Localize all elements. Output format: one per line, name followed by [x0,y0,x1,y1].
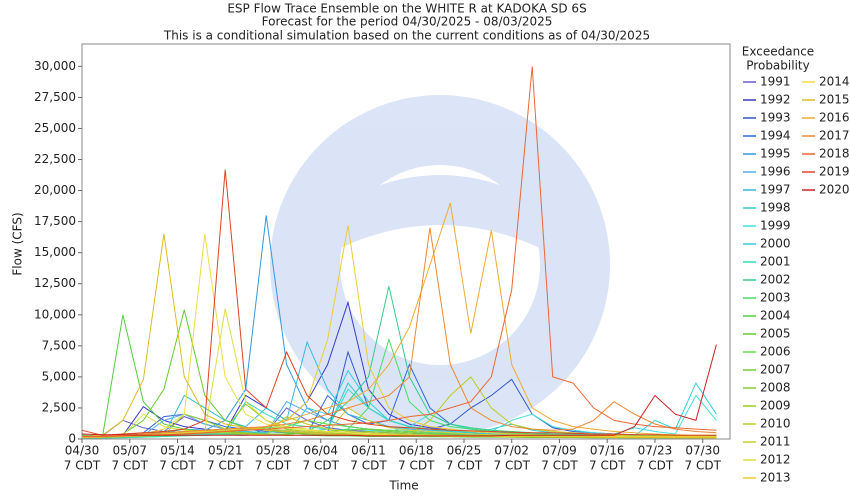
legend-label: 1995 [760,147,791,161]
x-tick-label: 07/09 [542,444,577,458]
x-tick-time: 7 CDT [303,459,340,473]
chart-subtitle: Forecast for the period 04/30/2025 - 08/… [262,15,553,29]
legend-label: 1996 [760,165,791,179]
legend-label: 2006 [760,345,791,359]
chart-title: ESP Flow Trace Ensemble on the WHITE R a… [227,2,586,16]
legend-label: 2012 [760,453,791,467]
series-line [81,169,717,436]
legend-title: Exceedance [742,45,814,59]
y-tick-label: 5,000 [42,369,76,383]
legend-label: 1993 [760,111,791,125]
legend-label: 2020 [819,183,850,197]
y-tick-label: 2,500 [42,400,76,414]
legend-label: 1998 [760,201,791,215]
legend-label: 2003 [760,291,791,305]
legend-label: 2005 [760,327,791,341]
x-tick-time: 7 CDT [207,459,244,473]
x-tick-label: 06/18 [399,444,434,458]
x-tick-time: 7 CDT [637,459,674,473]
legend-label: 2019 [819,165,850,179]
x-tick-label: 06/25 [447,444,482,458]
legend-label: 2018 [819,147,850,161]
x-tick-time: 7 CDT [494,459,531,473]
x-tick-time: 7 CDT [350,459,387,473]
y-tick-label: 20,000 [34,183,76,197]
y-tick-label: 27,500 [34,90,76,104]
legend-label: 2000 [760,237,791,251]
x-tick-time: 7 CDT [159,459,196,473]
x-tick-label: 07/16 [590,444,625,458]
x-tick-time: 7 CDT [589,459,626,473]
x-tick-label: 05/21 [208,444,243,458]
legend-label: 1994 [760,129,791,143]
series-line [82,227,717,437]
y-tick-label: 25,000 [34,121,76,135]
legend-label: 2009 [760,399,791,413]
x-tick-time: 7 CDT [685,459,722,473]
legend-label: 1999 [760,219,791,233]
x-tick-time: 7 CDT [112,459,149,473]
y-tick-label: 15,000 [34,245,76,259]
y-axis-title: Flow (CFS) [11,212,25,275]
x-tick-time: 7 CDT [541,459,578,473]
x-axis-title: Time [388,479,418,493]
x-tick-time: 7 CDT [398,459,435,473]
legend-label: 2013 [760,471,791,485]
x-tick-label: 07/23 [638,444,673,458]
legend-label: 2011 [760,435,791,449]
x-tick-time: 7 CDT [446,459,483,473]
series-line [82,66,717,437]
legend-label: 2002 [760,273,791,287]
plot-frame [81,43,731,440]
y-tick-label: 22,500 [34,152,76,166]
legend-label: 2001 [760,255,791,269]
y-tick-label: 17,500 [34,214,76,228]
x-tick-label: 06/11 [351,444,386,458]
x-tick-time: 7 CDT [255,459,292,473]
legend-label: 1997 [760,183,791,197]
y-tick-label: 0 [68,432,76,446]
x-tick-label: 05/28 [256,444,291,458]
y-tick-label: 30,000 [34,59,76,73]
series-line [82,225,717,438]
x-tick-label: 07/02 [494,444,529,458]
x-tick-label: 05/07 [112,444,147,458]
legend-label: 1992 [760,93,791,107]
y-tick-label: 7,500 [42,338,76,352]
legend-title: Probability [746,59,809,73]
series-line [81,344,717,437]
x-tick-label: 04/30 [65,444,100,458]
legend-label: 2015 [819,93,850,107]
y-tick-label: 10,000 [34,307,76,321]
x-tick-label: 07/30 [685,444,720,458]
chart-subtitle: This is a conditional simulation based o… [163,29,650,43]
x-tick-label: 05/14 [160,444,195,458]
y-tick-label: 12,500 [34,276,76,290]
legend-label: 2004 [760,309,791,323]
watermark [270,95,610,435]
legend-label: 1991 [760,75,791,89]
legend-label: 2016 [819,111,850,125]
legend-label: 2017 [819,129,850,143]
legend-label: 2014 [819,75,850,89]
legend-label: 2008 [760,381,791,395]
x-tick-time: 7 CDT [64,459,101,473]
x-tick-label: 06/04 [303,444,338,458]
legend-label: 2007 [760,363,791,377]
legend-label: 2010 [760,417,791,431]
